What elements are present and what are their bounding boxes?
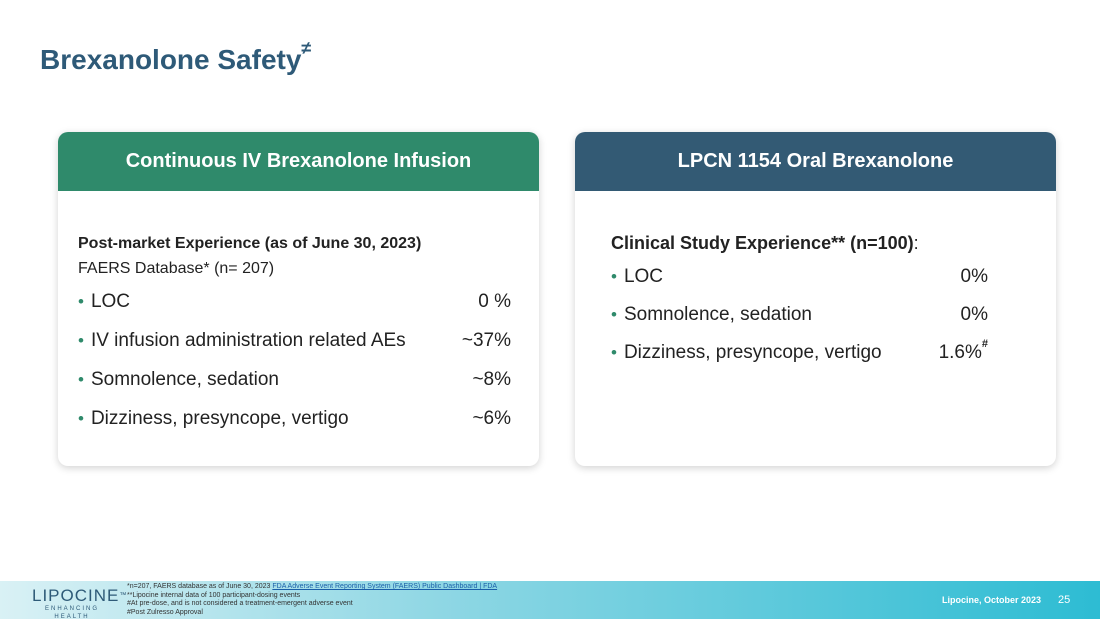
iv-infusion-list: • LOC 0 % • IV infusion administration r… bbox=[78, 291, 511, 447]
footnote-4: #Post Zulresso Approval bbox=[127, 608, 203, 616]
list-item: • LOC 0 % bbox=[78, 291, 511, 330]
clinical-study-heading-text: Clinical Study Experience** (n=100) bbox=[611, 233, 914, 253]
item-value-text: 0% bbox=[960, 266, 988, 287]
item-value-text: 0% bbox=[960, 304, 988, 325]
item-label: IV infusion administration related AEs bbox=[90, 330, 406, 351]
page-number: 25 bbox=[1058, 594, 1071, 606]
item-value: 0% bbox=[961, 266, 988, 288]
iv-infusion-card-header: Continuous IV Brexanolone Infusion bbox=[58, 132, 539, 191]
iv-infusion-card: Continuous IV Brexanolone Infusion Post-… bbox=[58, 132, 539, 466]
post-market-heading: Post-market Experience (as of June 30, 2… bbox=[78, 235, 422, 252]
list-item: • Somnolence, sedation 0% bbox=[611, 304, 988, 342]
list-item: • Somnolence, sedation ~8% bbox=[78, 369, 511, 408]
footnote-1: *n=207, FAERS database as of June 30, 20… bbox=[127, 583, 497, 592]
title-not-equal-mark: ≠ bbox=[301, 38, 312, 58]
heading-colon: : bbox=[913, 233, 919, 253]
slide-title-text: Brexanolone Safety bbox=[40, 44, 302, 75]
item-value: 0 % bbox=[478, 291, 511, 312]
bullet-icon: • bbox=[78, 370, 84, 389]
footer-bar: LIPOCINE™ ENHANCING HEALTH *n=207, FAERS… bbox=[0, 581, 1100, 621]
item-label: Dizziness, presyncope, vertigo bbox=[90, 408, 349, 429]
item-label: Somnolence, sedation bbox=[90, 369, 279, 390]
lipocine-logo: LIPOCINE™ ENHANCING HEALTH bbox=[32, 587, 126, 621]
oral-brexanolone-card-header: LPCN 1154 Oral Brexanolone bbox=[575, 132, 1056, 191]
item-label: LOC bbox=[90, 291, 131, 312]
item-value: ~8% bbox=[472, 369, 511, 390]
footnote-1-text: *n=207, FAERS database as of June 30, 20… bbox=[127, 583, 273, 590]
item-value: ~37% bbox=[461, 330, 511, 351]
logo-text: LIPOCINE bbox=[32, 586, 120, 605]
bullet-icon: • bbox=[78, 409, 84, 428]
oral-brexanolone-card-body: Clinical Study Experience** (n=100): • L… bbox=[575, 191, 1056, 380]
clinical-study-heading: Clinical Study Experience** (n=100): bbox=[611, 233, 988, 254]
list-item: • Dizziness, presyncope, vertigo 1.6%# bbox=[611, 338, 988, 380]
footer-credit: Lipocine, October 2023 bbox=[942, 595, 1042, 605]
footnotes: *n=207, FAERS database as of June 30, 20… bbox=[127, 583, 497, 617]
oral-brexanolone-card: LPCN 1154 Oral Brexanolone Clinical Stud… bbox=[575, 132, 1056, 466]
footnote-2: **Lipocine internal data of 100 particip… bbox=[127, 591, 301, 599]
bullet-icon: • bbox=[611, 267, 617, 286]
logo-wordmark: LIPOCINE™ bbox=[32, 587, 126, 605]
bullet-icon: • bbox=[611, 343, 617, 362]
logo-trademark: ™ bbox=[119, 592, 128, 599]
faers-dashboard-link[interactable]: FDA Adverse Event Reporting System (FAER… bbox=[272, 583, 498, 590]
item-value: ~6% bbox=[472, 408, 511, 429]
item-value: 1.6%# bbox=[938, 338, 988, 364]
item-label: Somnolence, sedation bbox=[623, 304, 812, 325]
slide-title: Brexanolone Safety≠ bbox=[40, 38, 311, 76]
oral-brexanolone-list: • LOC 0% • Somnolence, sedation 0% • Diz… bbox=[611, 266, 988, 380]
item-value-text: 1.6% bbox=[938, 342, 982, 363]
item-label: LOC bbox=[623, 266, 664, 287]
list-item: • LOC 0% bbox=[611, 266, 988, 304]
faers-subheading: FAERS Database* (n= 207) bbox=[78, 260, 275, 277]
footnote-3: #At pre-dose, and is not considered a tr… bbox=[127, 600, 353, 608]
item-value: 0% bbox=[961, 304, 988, 326]
list-item: • IV infusion administration related AEs… bbox=[78, 330, 511, 369]
logo-tagline: ENHANCING HEALTH bbox=[44, 606, 99, 620]
list-item: • Dizziness, presyncope, vertigo ~6% bbox=[78, 408, 511, 447]
item-label: Dizziness, presyncope, vertigo bbox=[623, 342, 882, 363]
footnote-mark: # bbox=[981, 338, 988, 350]
bullet-icon: • bbox=[78, 292, 84, 311]
iv-infusion-card-body: Post-market Experience (as of June 30, 2… bbox=[58, 191, 539, 447]
bullet-icon: • bbox=[78, 331, 84, 350]
bullet-icon: • bbox=[611, 305, 617, 324]
